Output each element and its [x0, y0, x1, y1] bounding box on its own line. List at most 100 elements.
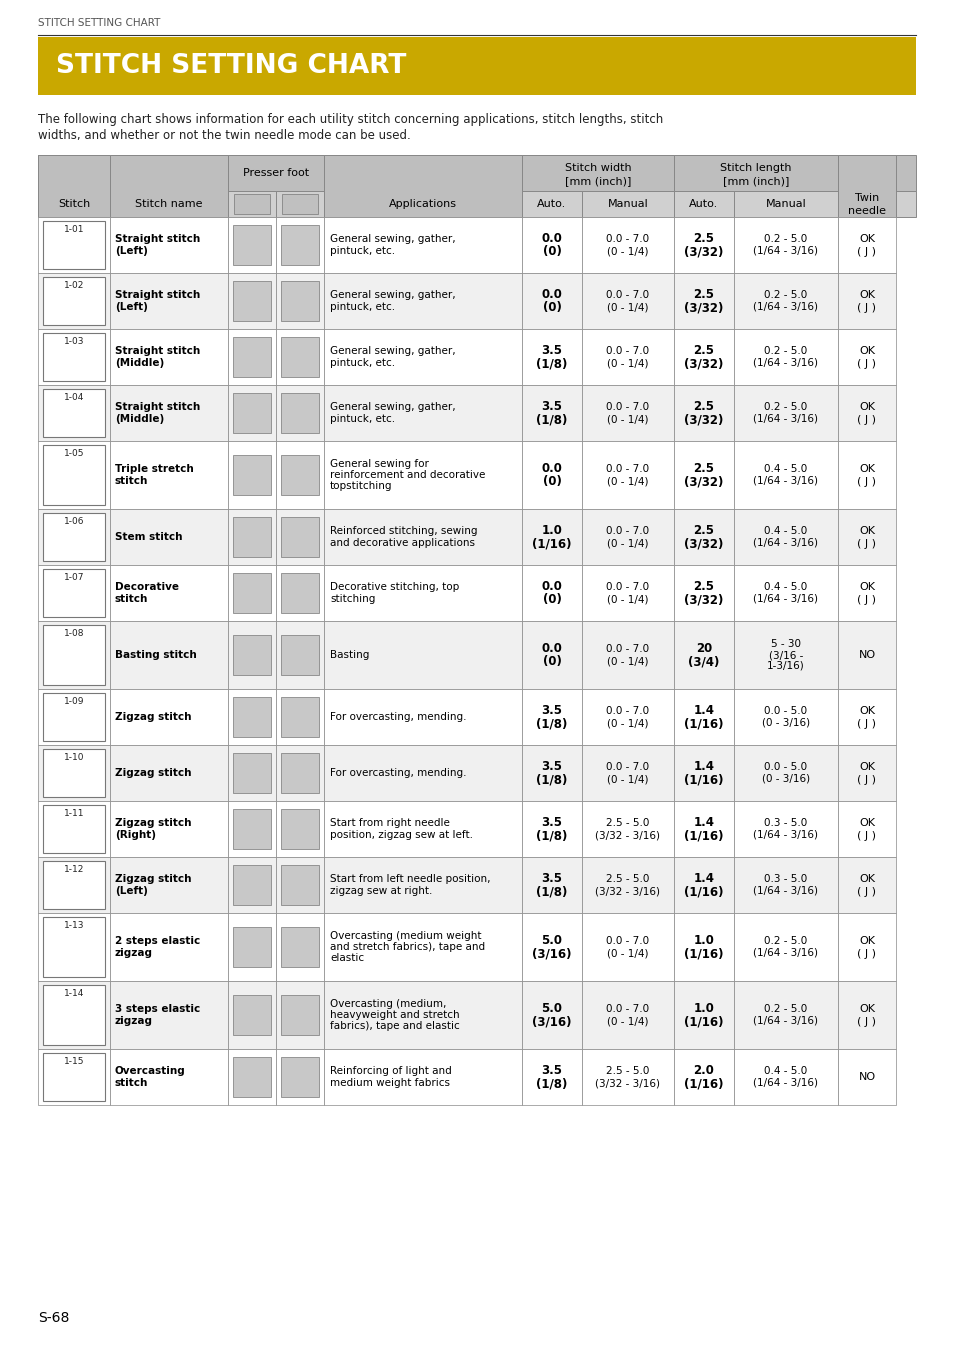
- Text: 1-15: 1-15: [64, 1057, 84, 1066]
- Text: (1/64 - 3/16): (1/64 - 3/16): [753, 886, 818, 895]
- Text: Zigzag stitch: Zigzag stitch: [115, 711, 192, 722]
- Bar: [837, 273, 895, 329]
- Text: (1/16): (1/16): [683, 1015, 723, 1029]
- Text: Applications: Applications: [389, 198, 456, 209]
- Bar: [275, 857, 324, 913]
- Text: (3/4): (3/4): [688, 656, 719, 668]
- Bar: [324, 441, 521, 509]
- Bar: [281, 753, 318, 792]
- Bar: [38, 745, 110, 801]
- Text: (0 - 1/4): (0 - 1/4): [607, 302, 648, 313]
- Text: 1-02: 1-02: [64, 282, 84, 290]
- Bar: [521, 273, 581, 329]
- Bar: [581, 621, 673, 688]
- Bar: [228, 745, 275, 801]
- Bar: [228, 509, 275, 566]
- Text: 0.0 - 7.0: 0.0 - 7.0: [606, 402, 649, 412]
- Text: 2.0: 2.0: [693, 1065, 714, 1077]
- Text: OK: OK: [858, 761, 874, 772]
- Text: (3/32 - 3/16): (3/32 - 3/16): [595, 832, 659, 841]
- Bar: [38, 273, 110, 329]
- Bar: [733, 329, 837, 385]
- Bar: [275, 913, 324, 981]
- Bar: [275, 385, 324, 441]
- Text: 2.5: 2.5: [693, 344, 714, 358]
- Text: (Left): (Left): [115, 246, 148, 255]
- Bar: [324, 981, 521, 1049]
- Bar: [581, 857, 673, 913]
- Bar: [38, 509, 110, 566]
- Bar: [233, 455, 271, 495]
- Bar: [324, 857, 521, 913]
- Bar: [233, 634, 271, 675]
- Bar: [521, 190, 581, 217]
- Text: (1/8): (1/8): [536, 886, 567, 899]
- Text: (0 - 1/4): (0 - 1/4): [607, 595, 648, 605]
- Text: OK: OK: [858, 402, 874, 412]
- Text: (1/64 - 3/16): (1/64 - 3/16): [753, 1077, 818, 1088]
- Text: 1.0: 1.0: [693, 934, 714, 948]
- Text: (0 - 1/4): (0 - 1/4): [607, 414, 648, 425]
- Text: (1/16): (1/16): [683, 774, 723, 787]
- Text: Triple stretch: Triple stretch: [115, 464, 193, 474]
- Bar: [43, 625, 105, 684]
- Text: (0 - 1/4): (0 - 1/4): [607, 359, 648, 369]
- Text: 3.5: 3.5: [541, 344, 562, 358]
- Bar: [233, 753, 271, 792]
- Text: 1.4: 1.4: [693, 705, 714, 717]
- Text: (0): (0): [542, 656, 561, 668]
- Text: 0.2 - 5.0: 0.2 - 5.0: [763, 1004, 807, 1014]
- Text: NO: NO: [858, 649, 875, 660]
- Bar: [228, 566, 275, 621]
- Bar: [837, 913, 895, 981]
- Bar: [581, 190, 673, 217]
- Text: 2.5: 2.5: [693, 580, 714, 594]
- Text: ( J ): ( J ): [857, 949, 876, 958]
- Bar: [38, 441, 110, 509]
- Bar: [38, 913, 110, 981]
- Bar: [521, 1049, 581, 1106]
- Bar: [233, 995, 271, 1035]
- Text: Auto.: Auto.: [689, 198, 718, 209]
- Text: For overcasting, mending.: For overcasting, mending.: [330, 768, 466, 778]
- Text: 1-09: 1-09: [64, 698, 84, 706]
- Text: fabrics), tape and elastic: fabrics), tape and elastic: [330, 1021, 459, 1031]
- Text: 20: 20: [695, 643, 711, 656]
- Text: (1/16): (1/16): [683, 948, 723, 960]
- Bar: [324, 1049, 521, 1106]
- Bar: [43, 568, 105, 617]
- Text: zigzag sew at right.: zigzag sew at right.: [330, 886, 432, 895]
- Text: 0.2 - 5.0: 0.2 - 5.0: [763, 347, 807, 356]
- Bar: [837, 509, 895, 566]
- Bar: [673, 688, 733, 745]
- Bar: [673, 566, 733, 621]
- Text: 1.0: 1.0: [693, 1003, 714, 1015]
- Bar: [233, 697, 271, 737]
- Text: OK: OK: [858, 464, 874, 474]
- Bar: [110, 857, 228, 913]
- Bar: [38, 155, 110, 217]
- Text: 0.3 - 5.0: 0.3 - 5.0: [763, 818, 807, 829]
- Text: (1/16): (1/16): [683, 829, 723, 842]
- Text: (Right): (Right): [115, 829, 156, 840]
- Bar: [581, 1049, 673, 1106]
- Bar: [281, 865, 318, 904]
- Text: (1/8): (1/8): [536, 717, 567, 730]
- Bar: [228, 441, 275, 509]
- Bar: [281, 927, 318, 967]
- Bar: [110, 155, 228, 217]
- Text: 0.0 - 7.0: 0.0 - 7.0: [606, 290, 649, 300]
- Text: (1/16): (1/16): [683, 717, 723, 730]
- Text: 2.5: 2.5: [693, 289, 714, 301]
- Bar: [837, 566, 895, 621]
- Bar: [110, 621, 228, 688]
- Bar: [673, 155, 837, 190]
- Text: 2.5 - 5.0: 2.5 - 5.0: [606, 1066, 649, 1076]
- Bar: [233, 281, 271, 321]
- Bar: [733, 385, 837, 441]
- Text: ( J ): ( J ): [857, 247, 876, 256]
- Bar: [521, 913, 581, 981]
- Text: OK: OK: [858, 706, 874, 716]
- Text: (0): (0): [542, 246, 561, 258]
- Text: Overcasting (medium,: Overcasting (medium,: [330, 999, 446, 1008]
